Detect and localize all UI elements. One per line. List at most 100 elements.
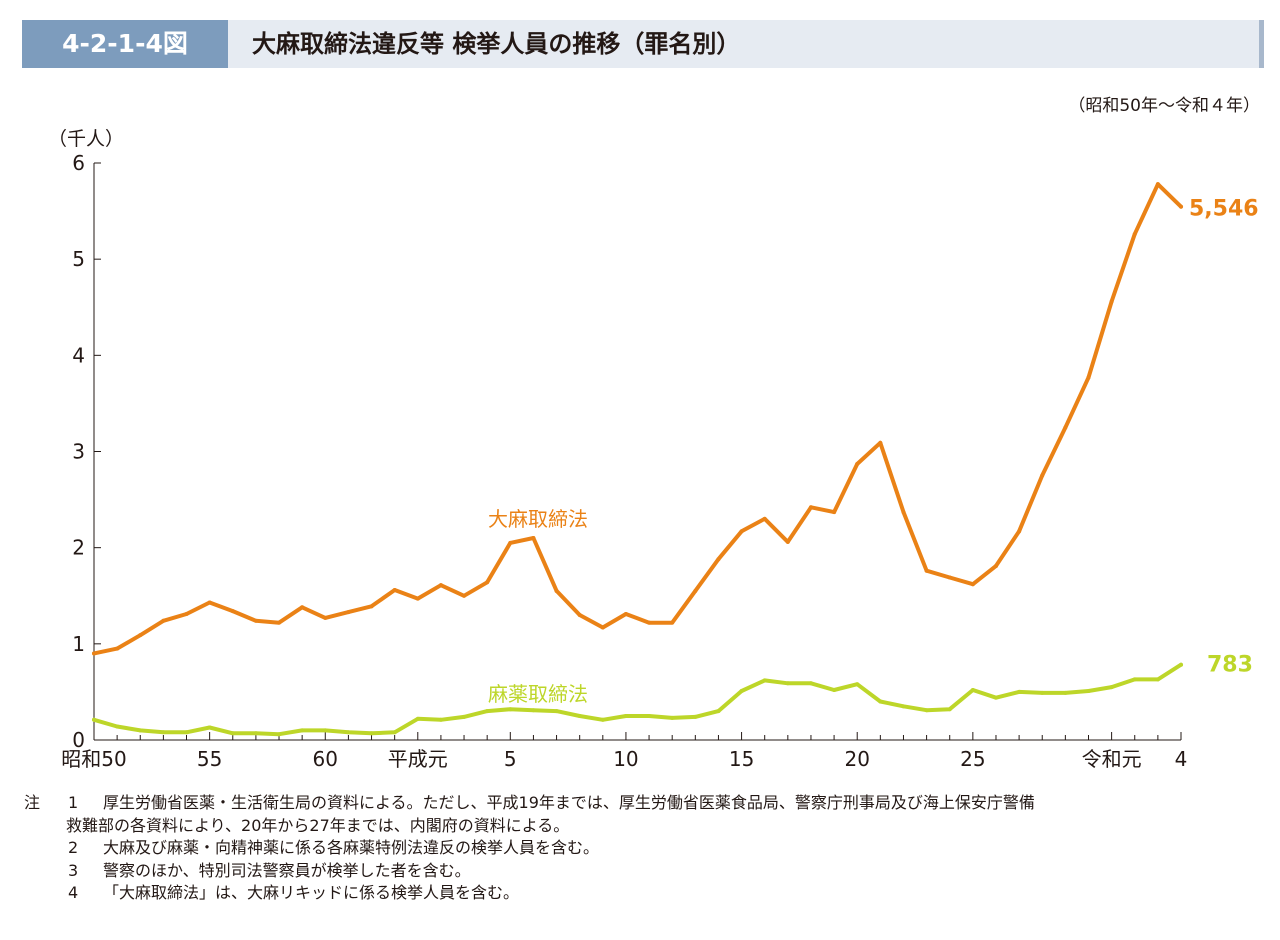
y-tick-label: 4 [72, 343, 85, 367]
data-point [277, 732, 282, 737]
data-point [832, 510, 837, 515]
data-point [878, 440, 883, 445]
data-point [184, 730, 189, 735]
data-point [1155, 182, 1160, 187]
data-point [508, 540, 513, 545]
data-point [785, 681, 790, 686]
data-point [970, 687, 975, 692]
notes-section: 注 1 厚生労働省医薬・生活衛生局の資料による。ただし、平成19年までは、厚生労… [24, 792, 1274, 905]
note-text: 大麻及び麻薬・向精神薬に係る各麻薬特例法違反の検挙人員を含む。 [103, 838, 600, 857]
end-value-label: 5,546 [1189, 197, 1259, 222]
data-point [485, 580, 490, 585]
data-point [1040, 473, 1045, 478]
data-point [323, 615, 328, 620]
series-line [92, 662, 1183, 737]
data-point [762, 516, 767, 521]
data-point [138, 633, 143, 638]
data-point [670, 620, 675, 625]
note-number: 4 [68, 883, 79, 902]
note-row-3: 3 警察のほか、特別司法警察員が検挙した者を含む。 [24, 860, 1274, 883]
data-point [1017, 689, 1022, 694]
data-point [808, 505, 813, 510]
x-tick-label: 4 [1175, 747, 1188, 771]
data-point [785, 539, 790, 544]
x-tick-label: 25 [960, 747, 985, 771]
figure-title: 大麻取締法違反等 検挙人員の推移（罪名別） [252, 30, 741, 58]
data-point [1109, 685, 1114, 690]
data-point [554, 709, 559, 714]
data-point [184, 612, 189, 617]
data-point [647, 620, 652, 625]
data-point [415, 596, 420, 601]
data-point [1017, 529, 1022, 534]
x-tick-label: 15 [729, 747, 754, 771]
data-point [230, 731, 235, 736]
y-tick-label: 1 [72, 632, 85, 656]
data-point [739, 529, 744, 534]
data-point [253, 618, 258, 623]
period-label: （昭和50年～令和４年） [1068, 96, 1260, 116]
data-point [670, 715, 675, 720]
data-point [531, 536, 536, 541]
note-row-1: 注 1 厚生労働省医薬・生活衛生局の資料による。ただし、平成19年までは、厚生労… [24, 792, 1274, 815]
data-point [115, 724, 120, 729]
data-point [92, 717, 96, 722]
figure-number: 4-2-1-4図 [22, 20, 228, 68]
data-point [1132, 677, 1137, 682]
data-point [901, 704, 906, 709]
data-point [554, 588, 559, 593]
figure-header: 4-2-1-4図 大麻取締法違反等 検挙人員の推移（罪名別） [22, 20, 1264, 68]
data-point [947, 707, 952, 712]
data-point [600, 625, 605, 630]
data-point [300, 728, 305, 733]
note-text: 「大麻取締法」は、大麻リキッドに係る検挙人員を含む。 [103, 883, 520, 902]
note-head: 注 [24, 793, 41, 812]
data-point [808, 681, 813, 686]
data-point [1179, 204, 1183, 209]
data-point [855, 462, 860, 467]
data-point [924, 568, 929, 573]
x-tick-label: 60 [313, 747, 338, 771]
y-tick-label: 2 [72, 536, 85, 560]
data-point [1109, 299, 1114, 304]
data-point [832, 687, 837, 692]
header-accent-bar [1259, 20, 1264, 68]
data-point [716, 557, 721, 562]
data-point [1063, 425, 1068, 430]
data-point [855, 682, 860, 687]
data-point [577, 713, 582, 718]
data-point [531, 708, 536, 713]
data-point [462, 714, 467, 719]
x-tick-label: 55 [197, 747, 222, 771]
data-point [993, 695, 998, 700]
data-point [901, 510, 906, 515]
x-tick-label: 5 [504, 747, 517, 771]
data-point [623, 612, 628, 617]
data-point [346, 730, 351, 735]
y-tick-label: 0 [72, 728, 85, 752]
data-point [392, 587, 397, 592]
data-point [438, 717, 443, 722]
data-point [277, 620, 282, 625]
data-point [438, 583, 443, 588]
data-point [161, 618, 166, 623]
data-point [346, 610, 351, 615]
data-point [600, 717, 605, 722]
data-point [970, 582, 975, 587]
y-axis-unit-label: （千人） [48, 128, 125, 150]
chart-series [92, 182, 1183, 737]
data-point [230, 609, 235, 614]
data-point [623, 713, 628, 718]
end-value-label: 783 [1207, 653, 1253, 678]
data-point [1132, 232, 1137, 237]
note-text: 厚生労働省医薬・生活衛生局の資料による。ただし、平成19年までは、厚生労働省医薬… [103, 793, 1035, 812]
data-point [878, 699, 883, 704]
data-point [300, 605, 305, 610]
data-point [1179, 662, 1183, 667]
data-point [161, 730, 166, 735]
data-point [1086, 375, 1091, 380]
data-point [739, 688, 744, 693]
data-point [1063, 690, 1068, 695]
x-tick-label: 10 [613, 747, 638, 771]
chart-axes: 0 1 2 3 4 5 6 昭和50 55 60 平成元 5 10 15 20 25 令和元 4 [61, 151, 1187, 771]
